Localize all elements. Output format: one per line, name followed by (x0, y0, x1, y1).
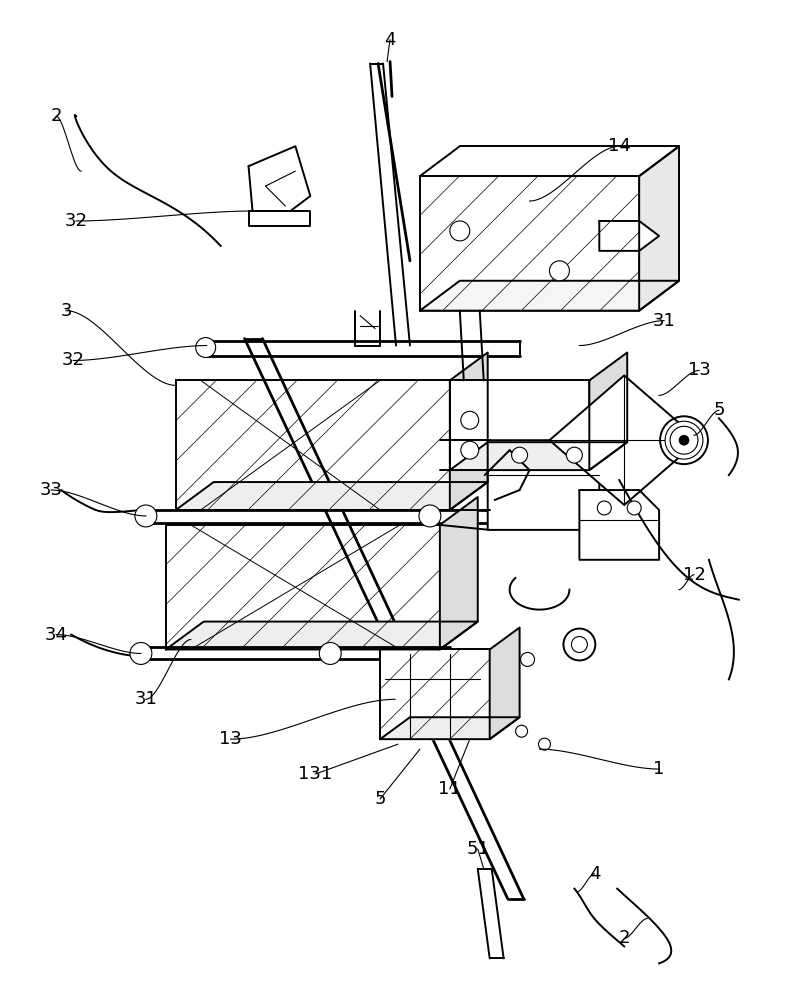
Text: 33: 33 (39, 481, 63, 499)
Circle shape (520, 652, 534, 666)
Text: 13: 13 (219, 730, 241, 748)
Circle shape (515, 725, 527, 737)
Circle shape (664, 421, 702, 459)
Text: 31: 31 (134, 690, 157, 708)
Polygon shape (487, 440, 598, 530)
Polygon shape (176, 380, 449, 510)
Circle shape (449, 221, 469, 241)
Polygon shape (379, 649, 489, 739)
Circle shape (565, 447, 581, 463)
Polygon shape (176, 482, 487, 510)
Polygon shape (638, 146, 678, 311)
Polygon shape (489, 628, 519, 739)
Polygon shape (449, 380, 589, 470)
Circle shape (669, 426, 697, 454)
Polygon shape (449, 442, 626, 470)
Polygon shape (598, 221, 658, 251)
Circle shape (419, 505, 440, 527)
Polygon shape (165, 622, 477, 649)
Text: 3: 3 (60, 302, 72, 320)
Circle shape (511, 447, 527, 463)
Circle shape (626, 501, 640, 515)
Polygon shape (589, 353, 626, 470)
Polygon shape (249, 211, 310, 226)
Text: 34: 34 (45, 626, 67, 644)
Circle shape (460, 441, 478, 459)
Polygon shape (419, 176, 638, 311)
Circle shape (196, 338, 216, 357)
Polygon shape (579, 490, 658, 560)
Polygon shape (549, 375, 698, 505)
Circle shape (571, 637, 586, 652)
Text: 4: 4 (384, 31, 395, 49)
Text: 11: 11 (438, 780, 460, 798)
Polygon shape (249, 146, 310, 211)
Text: 131: 131 (298, 765, 332, 783)
Circle shape (130, 643, 152, 664)
Text: 2: 2 (618, 929, 630, 947)
Circle shape (597, 501, 610, 515)
Polygon shape (379, 717, 519, 739)
Circle shape (549, 261, 569, 281)
Text: 51: 51 (466, 840, 488, 858)
Polygon shape (419, 281, 678, 311)
Text: 14: 14 (607, 137, 630, 155)
Polygon shape (439, 497, 477, 649)
Polygon shape (165, 525, 439, 649)
Text: 12: 12 (682, 566, 704, 584)
Text: 32: 32 (64, 212, 87, 230)
Text: 5: 5 (374, 790, 385, 808)
Text: 13: 13 (687, 361, 710, 379)
Text: 5: 5 (712, 401, 723, 419)
Circle shape (460, 411, 478, 429)
Circle shape (135, 505, 156, 527)
Polygon shape (449, 353, 487, 510)
Circle shape (319, 643, 341, 664)
Text: 32: 32 (62, 351, 84, 369)
Text: 2: 2 (51, 107, 62, 125)
Text: 1: 1 (653, 760, 664, 778)
Text: 31: 31 (652, 312, 674, 330)
Text: 4: 4 (588, 865, 599, 883)
Circle shape (678, 435, 688, 445)
Circle shape (538, 738, 550, 750)
